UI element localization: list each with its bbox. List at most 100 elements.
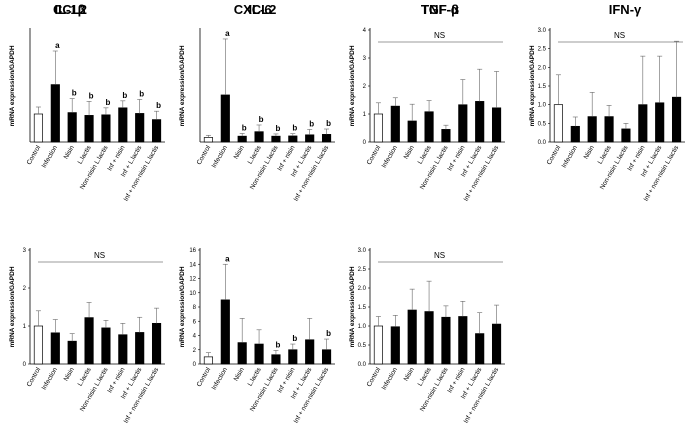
y-tick-label: 2.5 bbox=[538, 47, 547, 53]
panel-title: CCL2 bbox=[53, 2, 87, 17]
ns-label: NS bbox=[434, 31, 445, 40]
category-label: L.lactis bbox=[77, 144, 94, 166]
significance-letter: b bbox=[292, 124, 297, 133]
y-tick-label: 3.0 bbox=[358, 248, 367, 254]
y-axis-label: mRNA expression/GAPDH bbox=[349, 45, 356, 126]
bar bbox=[305, 339, 315, 365]
bar bbox=[220, 299, 230, 365]
bar bbox=[475, 333, 485, 365]
bar bbox=[118, 107, 128, 143]
bar bbox=[84, 317, 94, 365]
y-tick-label: 3.0 bbox=[538, 28, 547, 34]
category-label: Control bbox=[26, 144, 43, 166]
y-axis-label: mRNA expression/GAPDH bbox=[349, 266, 356, 347]
bar bbox=[604, 116, 614, 143]
bar bbox=[407, 120, 417, 143]
significance-letter: a bbox=[55, 41, 60, 50]
y-tick-label: 1.5 bbox=[358, 305, 367, 311]
bar bbox=[135, 113, 145, 143]
ns-label: NS bbox=[94, 251, 105, 260]
bar bbox=[553, 104, 564, 143]
bar bbox=[67, 112, 77, 143]
bar bbox=[237, 135, 247, 143]
bar bbox=[424, 111, 434, 143]
y-axis-label: mRNA expression/GAPDH bbox=[9, 266, 16, 347]
significance-letter: b bbox=[242, 123, 247, 132]
category-label: Nisin bbox=[403, 366, 416, 382]
bar bbox=[390, 105, 400, 143]
significance-letter: b bbox=[326, 119, 331, 128]
bar bbox=[33, 113, 44, 143]
category-label: Infection bbox=[381, 144, 400, 169]
panel-5: CXCL2 mRNA expression/GAPDH 0 2 4 6 8 10 12 14 16 C… bbox=[179, 2, 335, 425]
category-label: Infection bbox=[381, 366, 400, 391]
category-label: Infection bbox=[41, 366, 60, 391]
y-tick-label: 4 bbox=[193, 334, 197, 340]
bar bbox=[305, 134, 315, 143]
panel-title: TNF-α bbox=[421, 2, 459, 17]
y-tick-label: 0 bbox=[23, 362, 27, 368]
y-tick-label: 0.0 bbox=[358, 362, 367, 368]
bar bbox=[101, 114, 111, 143]
significance-letter: b bbox=[292, 334, 297, 343]
bar bbox=[151, 119, 162, 143]
bar bbox=[407, 309, 417, 365]
significance-letter: b bbox=[89, 91, 94, 100]
significance-letter: a bbox=[225, 254, 230, 263]
significance-letter: b bbox=[259, 115, 264, 124]
bar bbox=[321, 134, 332, 143]
y-tick-label: 2.0 bbox=[538, 65, 547, 71]
bar bbox=[135, 332, 145, 365]
y-tick-label: 0.5 bbox=[358, 343, 367, 349]
panel-2: TNF-α mRNA expression/GAPDH 0 1 2 3 4 ControlIn… bbox=[349, 2, 505, 203]
bar bbox=[638, 104, 648, 143]
y-tick-label: 1 bbox=[363, 112, 367, 118]
ns-label: NS bbox=[434, 251, 445, 260]
bar bbox=[220, 94, 230, 143]
category-label: Infection bbox=[561, 144, 580, 169]
category-label: Nisin bbox=[233, 144, 246, 160]
bar bbox=[441, 316, 451, 365]
bar bbox=[424, 311, 434, 365]
panel-title: IL-1β bbox=[54, 2, 85, 17]
bar bbox=[203, 356, 214, 365]
bar bbox=[67, 340, 77, 365]
category-label: Control bbox=[196, 366, 213, 388]
category-label: Control bbox=[196, 144, 213, 166]
y-tick-label: 1.5 bbox=[538, 84, 547, 90]
y-axis-label: mRNA expression/GAPDH bbox=[529, 45, 536, 126]
bar bbox=[151, 322, 162, 365]
significance-letter: b bbox=[105, 98, 110, 107]
panel-title: CXCL2 bbox=[234, 2, 277, 17]
bar bbox=[101, 327, 111, 365]
bar bbox=[118, 334, 128, 365]
category-label: L.lactis bbox=[247, 366, 264, 388]
y-tick-label: 1.0 bbox=[538, 103, 547, 109]
category-label: L.lactis bbox=[417, 144, 434, 166]
y-tick-label: 10 bbox=[189, 291, 196, 297]
bar bbox=[50, 84, 60, 143]
bar bbox=[587, 116, 597, 143]
bar bbox=[254, 131, 264, 143]
y-tick-label: 0.0 bbox=[538, 140, 547, 146]
significance-letter: b bbox=[72, 89, 77, 98]
category-label: L.lactis bbox=[417, 366, 434, 388]
y-tick-label: 14 bbox=[189, 262, 196, 268]
panel-title: IFN-γ bbox=[609, 2, 642, 17]
bar bbox=[50, 332, 60, 365]
category-label: Control bbox=[546, 144, 563, 166]
bar bbox=[390, 326, 400, 365]
bar bbox=[475, 101, 485, 143]
category-label: Control bbox=[366, 144, 383, 166]
bar bbox=[373, 325, 384, 365]
panel-0: IL-1β mRNA expression/GAPDH Control a Infect… bbox=[9, 2, 165, 203]
significance-letter: b bbox=[156, 101, 161, 110]
y-tick-label: 2.0 bbox=[358, 286, 367, 292]
bar bbox=[237, 342, 247, 365]
bar bbox=[321, 349, 332, 365]
bar bbox=[621, 128, 631, 143]
panel-title: IL-6 bbox=[248, 2, 271, 17]
category-label: Nisin bbox=[233, 366, 246, 382]
y-tick-label: 16 bbox=[189, 248, 196, 254]
